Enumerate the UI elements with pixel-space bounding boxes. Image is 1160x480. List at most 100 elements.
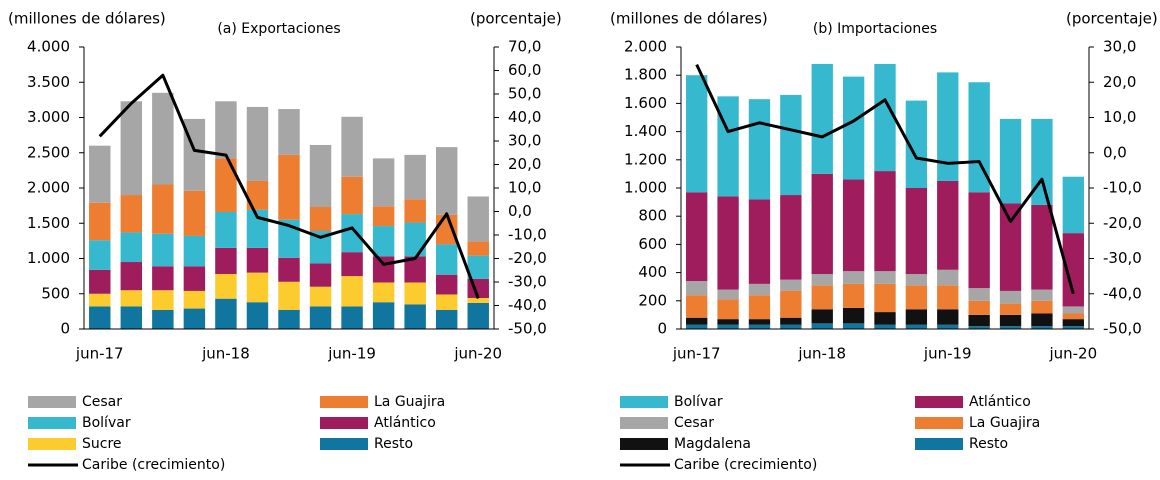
bar-segment [246,272,269,303]
bar-segment [404,256,426,283]
bar-segment [435,244,458,275]
bar-segment [435,274,458,295]
bar-segment [467,255,489,279]
bar-segment [183,190,206,236]
bar-segment [278,109,300,155]
bar-segment [717,324,739,329]
bar-segment [341,276,363,307]
bar-segment [1062,306,1084,314]
x-tick-label: jun-18 [201,345,250,363]
bar-segment [1031,204,1053,290]
y2-tick-label: -50,0 [1103,320,1142,338]
y-tick-label: 400 [638,263,667,281]
legend-swatch [320,438,368,450]
y-tick-label: 3.000 [27,108,70,126]
bar-segment [89,145,111,203]
chart-title: (a) Exportaciones [217,21,340,37]
bar-segment [905,309,928,325]
bar-segment [780,317,802,325]
bar-segment [183,308,206,329]
y2-tick-label: -10,0 [508,226,547,244]
bar-segment [309,207,332,232]
legend-swatch [915,396,963,408]
y-tick-label: 500 [41,284,70,302]
bar-segment [937,269,959,286]
bar-segment [686,281,708,296]
bar-segment [120,232,143,263]
bar-segment [467,297,489,303]
bar-segment [152,233,174,267]
bar-segment [152,290,174,310]
bar-segment [183,235,206,267]
bar-segment [811,323,833,329]
bar-segment [780,324,802,329]
y2-axis-title: (porcentaje) [1066,10,1158,28]
bar-segment [717,96,739,197]
bar-segment [309,306,332,329]
bar-segment [842,179,865,272]
bar-segment [152,92,174,185]
y-tick-label: 1.200 [624,150,667,168]
legend-label: La Guajira [374,394,445,410]
bar-segment [372,302,395,329]
bar-segment [246,247,269,273]
bar-segment [999,303,1022,315]
bar-segment [905,324,928,329]
bar-segment [278,281,300,310]
bar-segment [341,252,363,277]
bar-segment [937,180,959,270]
y2-tick-label: 60,0 [508,61,541,79]
y2-tick-label: 50,0 [508,85,541,103]
bar-segment [905,285,928,310]
bar-segment [120,306,143,329]
bar-segment [999,314,1022,327]
bar-segment [748,324,771,329]
y-tick-label: 1.500 [27,214,70,232]
bar-segment [717,196,739,290]
y2-tick-label: 0,0 [1103,143,1127,161]
bar-segment [1031,300,1053,314]
bar-segment [874,324,896,329]
y-tick-label: 3.500 [27,73,70,91]
y2-tick-label: 0,0 [508,202,532,220]
y2-axis-title: (porcentaje) [470,10,562,28]
bar-segment [937,324,959,329]
bar-segment [686,324,708,329]
bar-segment [1062,176,1084,234]
bar-segment [152,184,174,234]
y-tick-label: 1.000 [27,249,70,267]
y2-tick-label: 10,0 [508,179,541,197]
bar-segment [341,116,363,177]
bar-segment [467,302,489,329]
bar-segment [748,283,771,296]
legend-swatch [915,417,963,429]
bar-segment [120,101,143,196]
legend-label: Resto [374,436,413,452]
bar-segment [999,326,1022,329]
bar-segment [152,266,174,291]
legend-label: La Guajira [969,415,1040,431]
bar-segment [372,256,395,283]
x-tick-label: jun-19 [327,345,376,363]
bar-segment [309,231,332,264]
y-tick-label: 2.000 [27,179,70,197]
legend-label: Resto [969,436,1008,452]
bar-segment [874,312,896,325]
legend-swatch [28,396,76,408]
x-tick-label: jun-17 [75,345,124,363]
y2-tick-label: 30,0 [1103,38,1136,56]
bar-segment [309,263,332,287]
y-tick-label: 0 [60,320,70,338]
y-tick-label: 1.800 [624,66,667,84]
bar-segment [372,206,395,227]
bar-segment [278,154,300,220]
y-axis-title: (millones de dólares) [610,10,768,28]
x-tick-label: jun-20 [1048,345,1097,363]
legend-swatch [620,417,668,429]
bar-segment [780,195,802,280]
bar-segment [811,309,833,324]
bar-segment [341,306,363,329]
y-tick-label: 1.600 [624,94,667,112]
bar-segment [404,222,426,257]
bar-segment [467,241,489,256]
